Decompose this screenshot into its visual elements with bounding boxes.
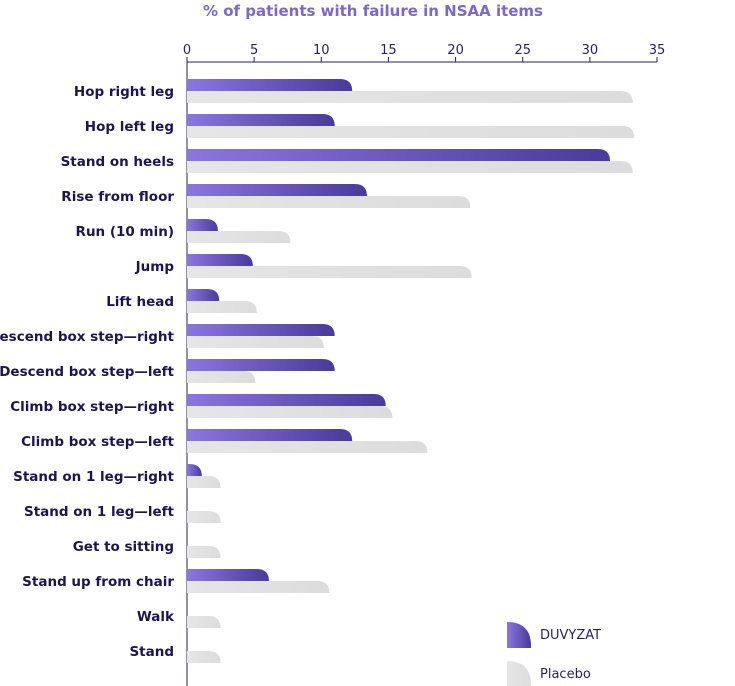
category-label: Climb box step—left	[21, 434, 174, 450]
bar-placebo	[187, 616, 221, 628]
x-tick-label: 0	[183, 43, 191, 58]
category-label: Rise from floor	[61, 189, 174, 205]
x-tick-label: 25	[514, 43, 531, 58]
bars	[187, 79, 635, 663]
x-tick-label: 30	[582, 43, 599, 58]
x-tick-label: 10	[313, 43, 330, 58]
bar-placebo	[187, 301, 257, 313]
bar-placebo	[187, 266, 472, 278]
bar-duvyzat	[187, 79, 353, 91]
category-label: Jump	[135, 259, 175, 275]
bar-placebo	[187, 546, 221, 558]
x-tick-label: 20	[447, 43, 464, 58]
bar-placebo	[187, 231, 291, 243]
category-label: Stand on heels	[61, 154, 174, 170]
bar-duvyzat	[187, 394, 386, 406]
bar-placebo	[187, 196, 471, 208]
bar-duvyzat	[187, 324, 335, 336]
category-label: Hop left leg	[85, 119, 174, 135]
bar-placebo	[187, 476, 221, 488]
bar-duvyzat	[187, 149, 610, 161]
bar-duvyzat	[187, 359, 335, 371]
category-label: Stand on 1 leg—left	[24, 504, 175, 520]
category-label: Stand on 1 leg—right	[13, 469, 174, 485]
category-label: Lift head	[106, 294, 174, 310]
category-label: Stand up from chair	[22, 574, 174, 590]
category-label: Descend box step—left	[0, 364, 175, 380]
legend: DUVYZAT Placebo	[507, 622, 601, 686]
bar-placebo	[187, 651, 221, 663]
bar-duvyzat	[187, 464, 202, 476]
bar-placebo	[187, 581, 330, 593]
bar-duvyzat	[187, 254, 253, 266]
bar-duvyzat	[187, 569, 269, 581]
x-tick-label: 35	[649, 43, 666, 58]
category-labels: Hop right leg Hop left leg Stand on heels R…	[0, 84, 175, 660]
legend-swatch-placebo	[507, 661, 531, 686]
bar-placebo	[187, 511, 221, 523]
bar-duvyzat	[187, 289, 220, 301]
bar-placebo	[187, 371, 256, 383]
x-tick-label: 15	[380, 43, 397, 58]
legend-label-placebo: Placebo	[540, 667, 591, 682]
bar-placebo	[187, 441, 428, 453]
bar-placebo	[187, 406, 393, 418]
category-label: Stand	[129, 644, 174, 660]
bar-duvyzat	[187, 184, 367, 196]
legend-swatch-duvyzat	[507, 622, 531, 648]
category-label: Walk	[137, 609, 175, 625]
category-label: Descend box step—right	[0, 329, 175, 345]
category-label: Run (10 min)	[76, 224, 174, 240]
chart-title: % of patients with failure in NSAA items	[203, 2, 543, 20]
bar-duvyzat	[187, 429, 353, 441]
bar-placebo	[187, 91, 633, 103]
category-label: Hop right leg	[74, 84, 174, 100]
bar-duvyzat	[187, 114, 335, 126]
category-label: Climb box step—right	[10, 399, 174, 415]
bar-duvyzat	[187, 219, 218, 231]
x-tick-label: 5	[250, 43, 258, 58]
category-label: Get to sitting	[73, 539, 174, 555]
bar-placebo	[187, 336, 324, 348]
bar-placebo	[187, 161, 633, 173]
legend-label-duvyzat: DUVYZAT	[540, 628, 601, 643]
bar-placebo	[187, 126, 635, 138]
